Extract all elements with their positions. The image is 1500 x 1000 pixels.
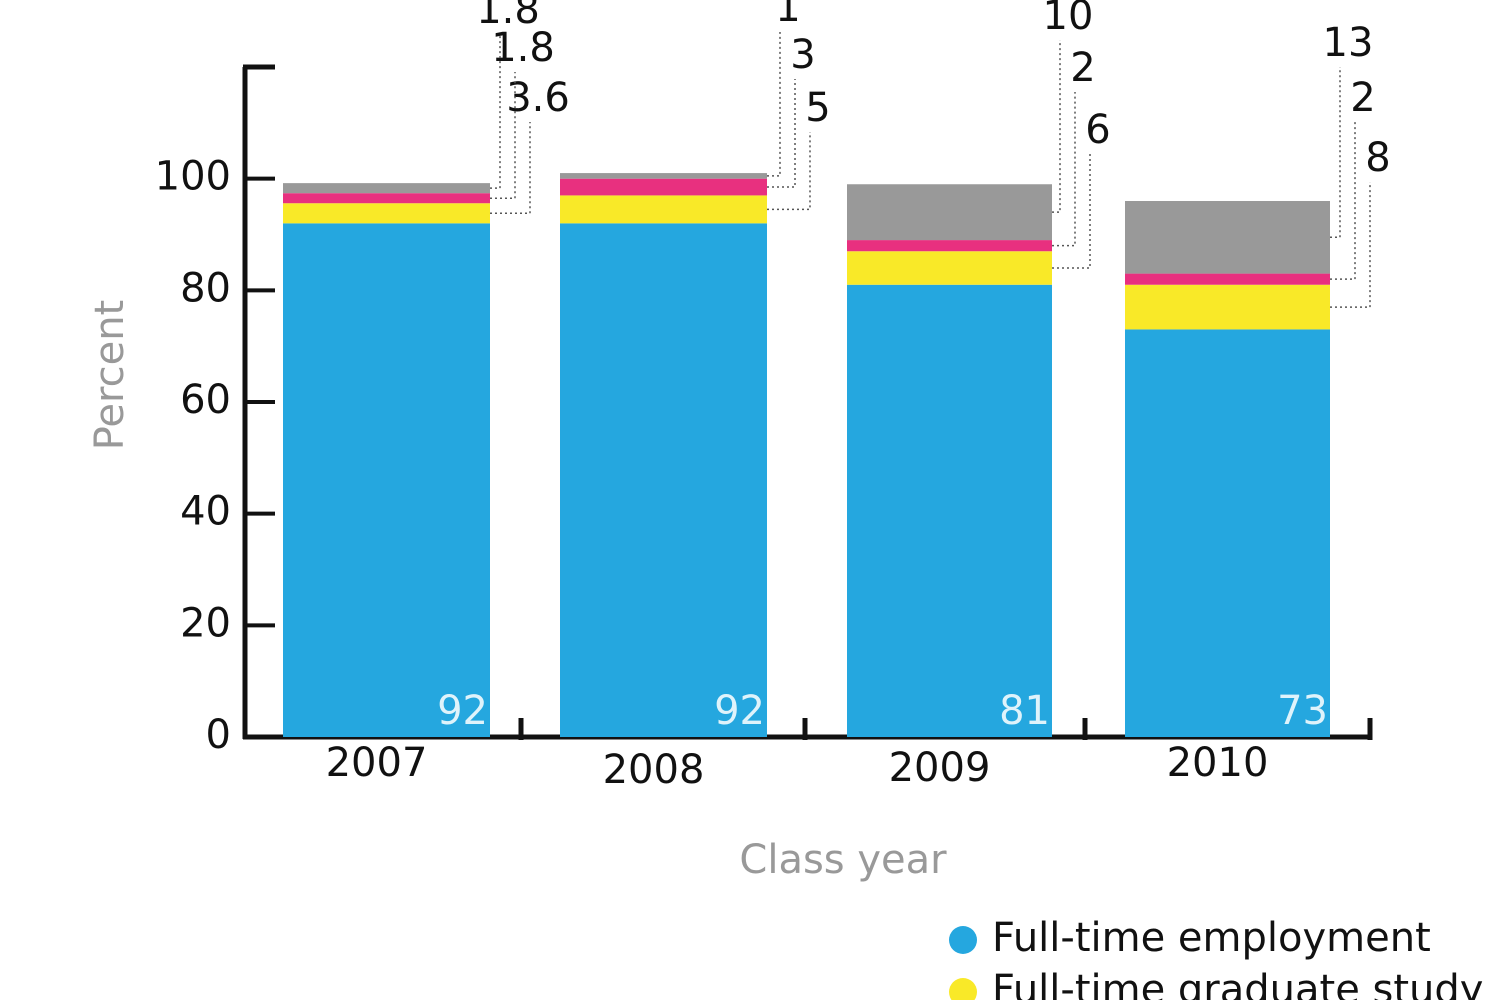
y-tick-label: 40: [180, 489, 231, 535]
bar-segment: [283, 183, 490, 194]
legend-label: Full-time employment: [992, 915, 1431, 961]
value-label: 92: [714, 688, 765, 734]
leader-line: [767, 79, 796, 188]
value-label: 73: [1277, 688, 1328, 734]
legend-label: Full-time graduate study: [992, 967, 1483, 1000]
value-label: 1.8: [476, 0, 540, 33]
leader-line: [1052, 154, 1091, 269]
y-tick-label: 20: [180, 600, 231, 646]
leader-line: [1330, 122, 1356, 280]
legend-swatch: [949, 926, 977, 954]
bar-segment: [560, 223, 767, 738]
y-axis-title: Percent: [87, 300, 133, 451]
leader-line: [767, 32, 781, 177]
leader-line: [767, 132, 811, 211]
y-tick-label: 80: [180, 265, 231, 311]
x-tick-label: 2007: [326, 740, 428, 786]
y-tick-label: 100: [155, 154, 231, 200]
value-label: 92: [437, 688, 488, 734]
x-tick-label: 2010: [1167, 740, 1269, 786]
bar-segment: [847, 240, 1052, 252]
leader-line: [1052, 92, 1076, 247]
value-label: 2: [1350, 75, 1375, 121]
y-tick-label: 60: [180, 377, 231, 423]
leader-line: [1052, 40, 1061, 213]
bar-segment: [560, 195, 767, 224]
bar-segment: [1125, 329, 1330, 737]
x-axis-title: Class year: [739, 837, 947, 883]
value-label: 6: [1085, 107, 1110, 153]
value-label: 1.8: [491, 25, 555, 71]
leader-line: [1330, 67, 1341, 239]
value-label: 10: [1043, 0, 1094, 39]
legend-swatch: [949, 978, 977, 1000]
bar-segment: [847, 251, 1052, 285]
value-label: 1: [775, 0, 800, 31]
value-label: 8: [1365, 135, 1390, 181]
bar-segment: [1125, 284, 1330, 330]
value-label: 5: [805, 85, 830, 131]
bar-segment: [560, 178, 767, 196]
leader-line: [490, 72, 516, 199]
bar-segment: [847, 184, 1052, 241]
leader-line: [490, 34, 501, 189]
bar-segment: [283, 193, 490, 204]
bar-segment: [1125, 201, 1330, 274]
leader-line: [490, 122, 531, 215]
bar-segment: [283, 223, 490, 738]
x-tick-label: 2009: [889, 745, 991, 791]
value-label: 2: [1070, 45, 1095, 91]
bar-segment: [1125, 273, 1330, 285]
y-tick-label: 0: [206, 712, 231, 758]
bar-segment: [283, 203, 490, 224]
bar-segment: [560, 173, 767, 179]
value-label: 13: [1323, 20, 1374, 66]
leader-line: [1330, 182, 1371, 308]
value-label: 3.6: [506, 75, 570, 121]
value-label: 3: [790, 32, 815, 78]
value-label: 81: [999, 688, 1050, 734]
x-tick-label: 2008: [603, 747, 705, 793]
bar-segment: [847, 284, 1052, 737]
